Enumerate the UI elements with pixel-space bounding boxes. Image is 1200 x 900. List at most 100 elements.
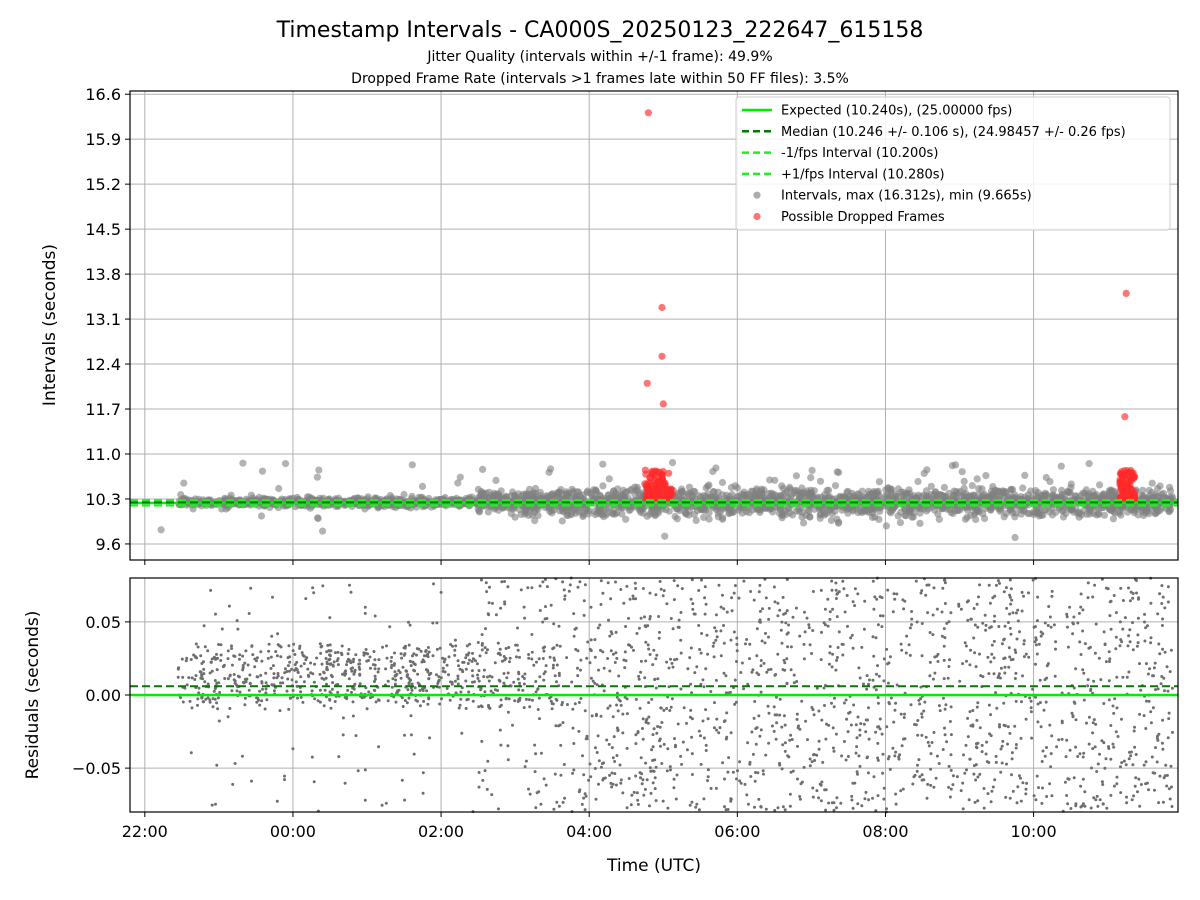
residual-point [184, 659, 188, 663]
residual-point [785, 609, 789, 613]
residual-point [1090, 766, 1093, 770]
residual-point [1074, 718, 1078, 722]
residual-point [757, 797, 761, 801]
residual-point [857, 754, 861, 758]
residual-point [1087, 715, 1091, 719]
residual-point [480, 739, 484, 743]
residual-point [1079, 605, 1083, 609]
residual-point [638, 771, 642, 775]
residual-point [599, 579, 603, 583]
residual-point [320, 662, 324, 666]
interval-point [180, 479, 188, 487]
residual-point [701, 678, 705, 682]
residual-point [1163, 650, 1167, 654]
residual-point [552, 656, 556, 660]
residual-point [1019, 776, 1022, 780]
residual-point [796, 726, 800, 730]
residual-point [988, 601, 992, 605]
residual-point [1034, 643, 1038, 647]
residual-point [623, 650, 627, 654]
residual-point [496, 641, 500, 645]
residual-point [894, 792, 898, 796]
residual-point [559, 743, 563, 747]
residual-point [1085, 721, 1088, 725]
interval-point [671, 512, 679, 521]
residual-point [477, 679, 481, 683]
residual-point [269, 667, 273, 670]
residual-point [1128, 599, 1132, 603]
residual-point [978, 772, 982, 776]
interval-point [1008, 495, 1016, 503]
residual-point [523, 672, 527, 676]
residual-point [854, 751, 858, 755]
residual-point [647, 701, 651, 705]
residual-point [784, 621, 788, 625]
dropped-frame-point [648, 468, 656, 476]
residual-point [283, 671, 287, 675]
residual-point [274, 650, 278, 654]
residual-point [480, 633, 484, 637]
residual-point [1149, 721, 1153, 725]
residual-point [931, 613, 935, 617]
residual-point [1008, 731, 1012, 735]
residual-point [424, 650, 428, 653]
residual-point [250, 779, 253, 783]
residual-point [796, 744, 799, 748]
residual-point [245, 677, 249, 681]
interval-point [709, 488, 717, 496]
residual-point [810, 760, 814, 764]
residual-point [714, 638, 718, 642]
interval-point [874, 487, 882, 495]
residual-point [235, 683, 238, 687]
residual-point [367, 690, 371, 694]
residual-point [931, 677, 935, 681]
residual-point [834, 581, 838, 585]
residual-point [522, 677, 526, 680]
residual-point [1006, 742, 1009, 746]
residual-point [518, 681, 521, 685]
residual-point [769, 667, 773, 671]
residual-point [886, 681, 890, 685]
residual-point [591, 679, 595, 683]
interval-point [982, 472, 990, 480]
residual-point [832, 705, 836, 709]
residual-point [346, 688, 350, 692]
interval-point [705, 515, 713, 523]
residual-point [1001, 739, 1005, 743]
residual-point [975, 718, 979, 722]
interval-point [722, 491, 731, 499]
residual-point [550, 707, 554, 711]
residual-point [706, 652, 710, 656]
residual-point [324, 657, 328, 660]
residual-point [226, 649, 230, 653]
residual-point [776, 614, 780, 618]
residual-point [668, 765, 672, 769]
residual-point [904, 651, 908, 655]
residual-point [1142, 714, 1146, 718]
legend-entry-minus-fps-label: -1/fps Interval (10.200s) [781, 146, 938, 161]
residual-point [271, 664, 275, 668]
residual-point [470, 669, 474, 673]
residual-point [353, 668, 357, 672]
residual-point [739, 781, 743, 785]
residual-point [635, 791, 639, 795]
residual-point [993, 614, 997, 618]
residual-point [471, 699, 475, 703]
residual-point [1019, 799, 1023, 803]
residual-point [543, 578, 547, 581]
residual-point [417, 647, 421, 651]
residual-point [558, 644, 562, 648]
interval-point [731, 482, 739, 490]
residual-point [1139, 783, 1143, 786]
residual-point [384, 801, 388, 805]
residual-point [286, 656, 290, 660]
interval-point [570, 505, 578, 513]
residual-point [872, 654, 876, 658]
residual-point [1092, 796, 1096, 800]
residual-point [846, 624, 849, 628]
residual-point [1112, 594, 1116, 597]
residual-point [232, 673, 236, 676]
residual-point [1119, 791, 1123, 795]
interval-point [803, 489, 811, 498]
interval-point [636, 505, 644, 513]
